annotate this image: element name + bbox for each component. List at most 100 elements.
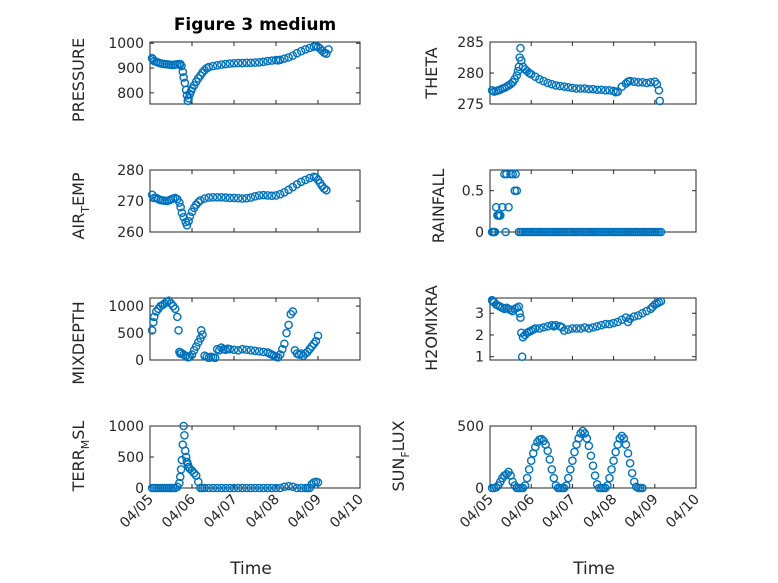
data-point [254,58,264,67]
data-point [638,78,647,87]
data-point [187,466,197,475]
data-point [625,314,635,323]
ytick-label: 0 [135,353,144,369]
data-point [246,193,256,202]
data-point [208,483,218,493]
data-point [490,227,500,237]
data-point [592,321,602,331]
data-point [491,483,501,492]
data-point [238,58,247,68]
data-point [578,426,588,436]
data-point [607,465,616,474]
data-point [584,324,594,333]
data-point [246,483,256,493]
ytick-label: 1000 [108,299,144,315]
data-point [275,483,285,493]
data-point [242,345,251,355]
data-point [543,321,552,331]
data-point [551,81,561,90]
data-point [502,470,511,479]
data-point [547,79,557,89]
data-point [229,345,239,355]
data-point [242,483,251,493]
data-point [506,79,515,89]
data-point [601,319,610,329]
ytick-label: 800 [117,86,144,102]
data-point [277,344,287,354]
figure-title: Figure 3 medium [174,15,336,35]
data-point [242,58,251,68]
data-point [208,61,218,71]
xlabel-time-left: Time [229,559,272,579]
data-point [495,211,505,220]
data-point [580,84,590,93]
data-point [609,456,618,466]
data-point [617,431,627,441]
data-point [225,59,235,68]
ytick-label: 0 [475,225,484,241]
data-point [267,483,277,493]
data-point [221,193,230,202]
data-point [212,483,222,493]
data-point [504,202,513,212]
data-point [217,192,226,202]
ytick-label: 900 [117,61,144,77]
data-point [502,169,511,179]
data-point [586,451,596,461]
data-point [182,220,192,230]
ylabel-pressure: PRESSURE [69,38,88,122]
data-point [522,473,532,483]
data-point [292,483,302,493]
ytick-label: 500 [117,450,144,466]
data-point [629,477,639,487]
data-point [570,447,579,457]
data-point [229,59,239,68]
data-point [613,317,623,327]
subplot-h2omixra: H2OMIXRA 1 2 3 [422,285,697,371]
data-point [512,71,522,80]
ytick-label: 2 [475,328,484,344]
data-point [225,193,235,203]
data-point [559,82,569,91]
data-point [511,169,520,179]
data-point [311,173,321,182]
ylabel-rainfall: RAINFALL [429,169,448,244]
data-point [517,352,527,362]
ytick-label: 1000 [108,36,144,52]
data-point [563,473,573,483]
data-point [580,323,590,332]
subplot-theta: THETA 275 280 285 [422,35,697,113]
data-point [280,188,289,197]
data-point [233,483,243,493]
data-point [656,227,666,237]
data-point [549,473,559,483]
data-point [638,308,647,318]
data-point [246,58,256,68]
data-point [590,471,600,480]
data-point [246,345,256,355]
data-point [625,458,635,468]
data-point [263,56,272,66]
data-point [545,455,555,464]
data-point [498,202,507,212]
ytick-label: 500 [457,419,484,435]
ytick-label: 260 [117,225,144,241]
data-point [613,87,623,96]
data-point [576,84,585,93]
data-point [535,74,544,84]
data-point [313,478,323,487]
data-point [180,430,189,440]
data-point [177,61,186,71]
data-point [642,306,651,316]
data-point [174,326,183,335]
data-point [229,483,239,493]
data-point [175,478,184,488]
ylabel-mixdepth: MIXDEPTH [69,301,88,384]
data-point [535,324,544,333]
data-point [288,307,298,316]
data-point [609,318,618,328]
ylabel-sun-flux: SUNFLUX [389,420,412,491]
ytick-label: 270 [117,194,144,210]
data-point [275,55,285,65]
data-point [322,185,331,195]
